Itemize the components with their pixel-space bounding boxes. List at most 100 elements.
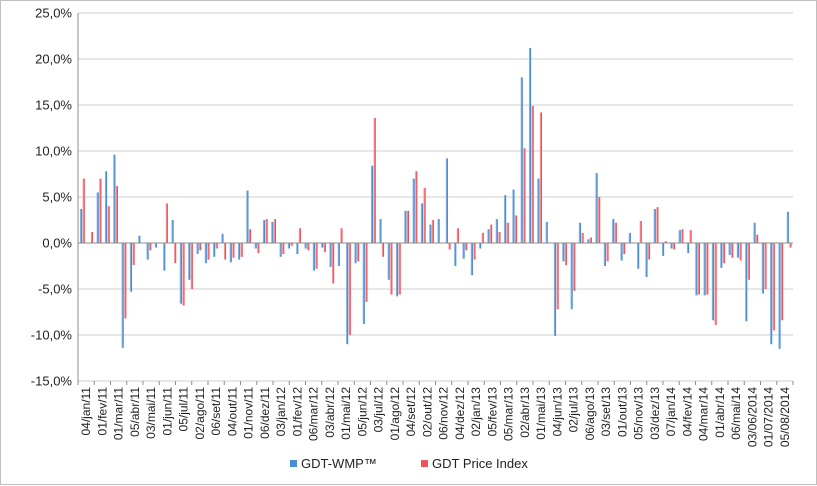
bar-gdt-price-index [606,243,609,262]
bars [79,47,792,349]
bar-gdt-wmp [104,171,108,243]
legend-swatch-gdt-price-index [421,460,428,467]
bar-gdt-wmp [321,243,324,248]
bar-gdt-price-index [240,243,243,257]
bar-gdt-price-index [747,243,750,280]
bar-gdt-price-index [489,224,493,243]
bar-gdt-wmp [163,243,166,271]
bar-gdt-price-index [448,243,451,250]
bar-gdt-wmp [578,222,581,243]
bar-gdt-price-index [207,243,210,260]
legend-label-gdt-price-index: GDT Price Index [432,456,528,471]
bar-gdt-wmp [753,222,756,243]
bar-gdt-price-index [215,243,218,249]
bar-gdt-wmp [487,229,490,243]
bar-gdt-wmp [212,243,216,257]
bar-gdt-wmp [736,243,739,258]
legend: GDT-WMP™ GDT Price Index [290,456,528,471]
bar-gdt-wmp [262,220,266,243]
bar-gdt-wmp [612,219,615,243]
bar-gdt-price-index [398,243,401,295]
bar-gdt-price-index [681,229,684,243]
bar-gdt-wmp [404,210,407,243]
bar-gdt-wmp [370,165,374,243]
bar-gdt-wmp [221,233,224,243]
bar-gdt-price-index [265,219,268,243]
bar-gdt-wmp [96,192,99,243]
x-tick-label: 03/jan/12 [274,387,288,437]
bar-gdt-wmp [470,243,473,276]
x-tick-label: 06/dez/11 [258,387,272,439]
bar-gdt-wmp [686,243,690,254]
bar-gdt-wmp [479,243,482,249]
y-tick-label: 25,0% [35,6,72,21]
bar-gdt-price-index [714,243,717,325]
y-tick-label: 10,0% [35,144,72,159]
x-tick-label: 05/jun/12 [355,387,369,437]
bar-gdt-wmp [354,243,357,264]
bar-gdt-price-index [323,243,326,253]
y-tick-label: -10,0% [31,328,73,343]
bar-gdt-price-index [506,222,509,243]
bar-gdt-price-index [132,243,135,266]
bar-gdt-price-index [622,243,626,255]
bar-gdt-wmp [337,243,340,266]
bar-gdt-price-index [739,243,742,261]
bar-gdt-price-index [456,228,459,243]
x-tick-labels: 04/jan/11 01/fev/11 01/mar/11 05/abr/11 03/m… [79,387,792,447]
bar-gdt-wmp [296,243,299,255]
bar-gdt-price-index [282,243,285,255]
bar-gdt-price-index [340,228,343,243]
x-tick-label: 04/jan/11 [79,387,93,436]
x-tick-label: 03/abr/12 [323,387,337,438]
bar-gdt-wmp [695,243,698,296]
x-tick-label: 04/mar/14 [697,387,711,441]
bar-gdt-wmp [395,243,399,297]
x-tick-label: 02/abr/13 [518,387,532,438]
bar-gdt-wmp [420,203,424,243]
x-tick-label: 01/mar/11 [112,387,126,440]
bar-gdt-wmp [553,243,557,336]
bar-gdt-wmp [653,208,656,243]
bar-gdt-price-index [315,243,318,269]
bar-gdt-wmp [620,243,623,261]
bar-gdt-wmp [129,243,133,292]
bar-gdt-wmp [786,211,789,243]
y-tick-labels: 25,0% 20,0% 15,0% 10,0% 5,0% 0,0% -5,0% -10,0% -… [31,6,73,389]
bar-gdt-wmp [379,219,382,243]
bar-gdt-wmp [636,243,640,269]
bar-gdt-wmp [362,243,365,324]
x-tick-label: 02/jul/13 [567,387,581,433]
bar-gdt-wmp [229,243,232,263]
bar-gdt-price-index [273,219,276,243]
bar-gdt-wmp [138,235,141,243]
bar-gdt-wmp [503,195,507,243]
y-tick-label: 0,0% [42,236,72,251]
bar-gdt-price-index [514,215,518,243]
bar-gdt-price-index [290,243,293,246]
bar-gdt-price-index [764,243,767,289]
bar-gdt-price-index [90,231,94,243]
x-tick-label: 05/jul/11 [177,387,191,432]
bar-gdt-price-index [190,243,193,289]
bar-gdt-price-index [789,243,792,248]
bar-gdt-wmp [287,243,291,249]
bar-gdt-wmp [761,243,764,294]
bar-gdt-price-index [198,243,202,251]
bar-gdt-price-index [365,243,368,302]
x-tick-label: 03/set/13 [599,387,613,437]
x-tick-label: 06/ago/13 [583,387,597,441]
bar-gdt-wmp [703,243,706,296]
bar-gdt-wmp [188,243,191,280]
bar-gdt-price-index [706,243,709,295]
bar-gdt-wmp [196,243,199,255]
bar-gdt-price-index [664,241,667,243]
x-tick-label: 04/out/11 [225,387,239,436]
bar-gdt-wmp [720,243,723,268]
bar-gdt-price-index [165,203,168,243]
x-tick-label: 05/mar/13 [502,387,516,441]
y-tick-label: 5,0% [42,190,72,205]
bar-gdt-price-index [381,243,385,257]
x-tick-label: 04/set/12 [404,387,418,437]
bar-gdt-price-index [556,243,559,310]
